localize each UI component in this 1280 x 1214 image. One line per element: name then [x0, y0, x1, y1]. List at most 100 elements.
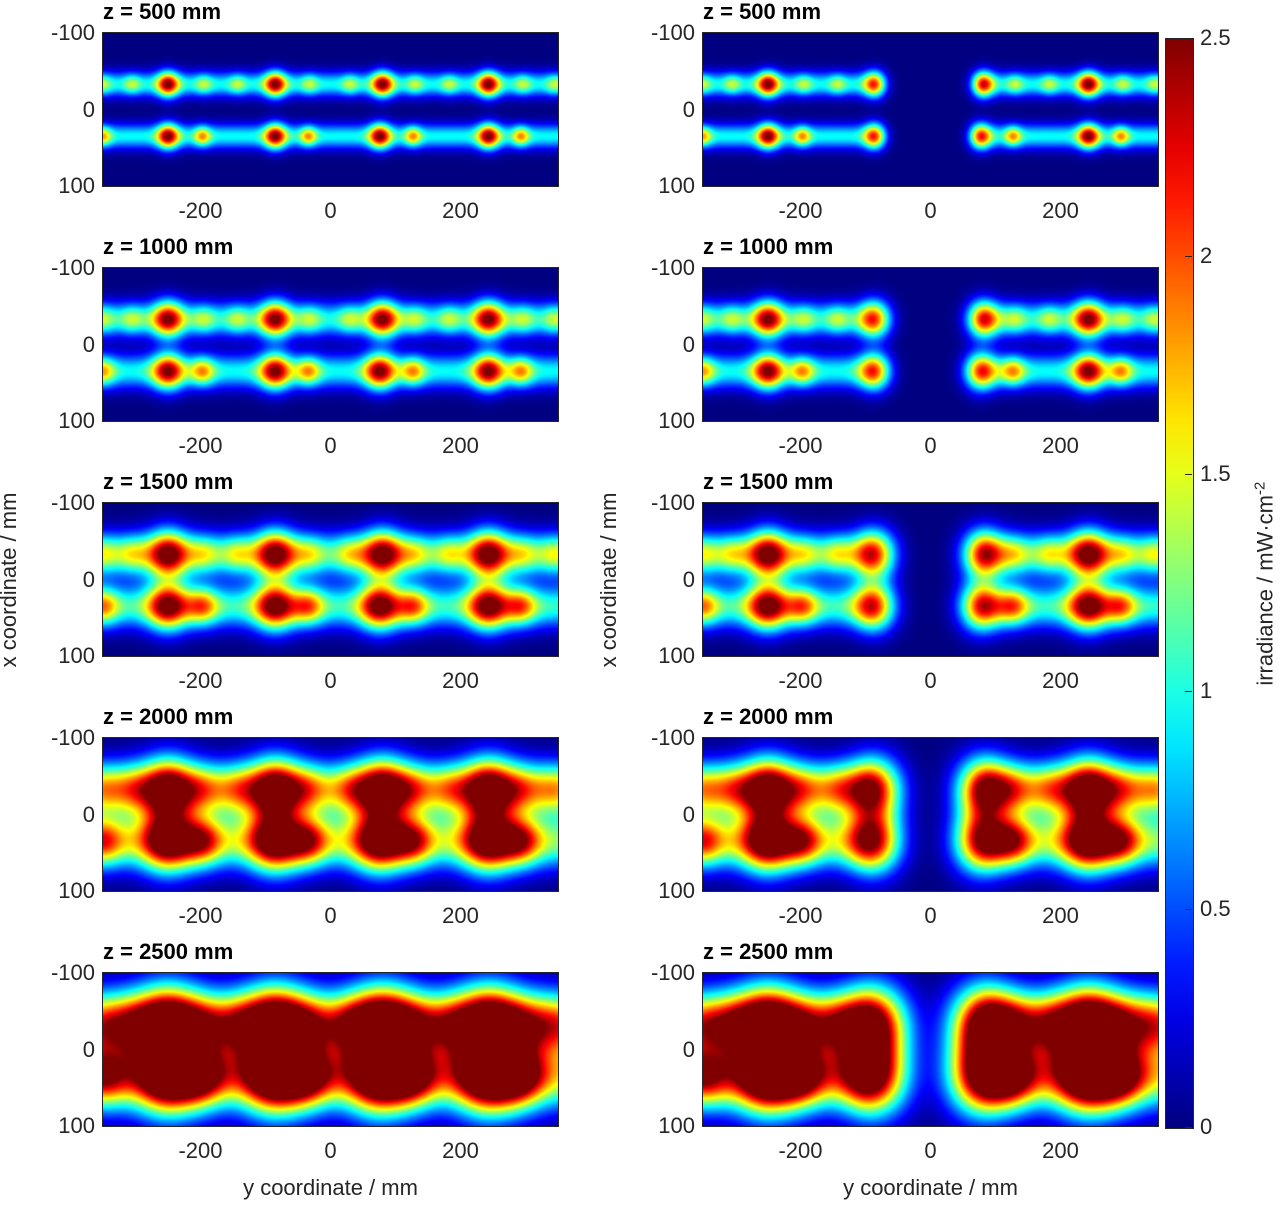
x-tick-label: 0 — [924, 903, 937, 928]
x-tick-label: 0 — [324, 198, 337, 223]
colorbar-tick-mark — [1185, 38, 1192, 39]
x-tick-label: 200 — [1042, 903, 1079, 928]
y-tick-label: -100 — [650, 20, 695, 45]
x-tick-label: 0 — [324, 668, 337, 693]
heatmap-image — [703, 503, 1158, 656]
x-tick-label: 0 — [924, 668, 937, 693]
colorbar-label-text: irradiance / mW·cm — [1252, 494, 1278, 686]
heatmap-image — [703, 268, 1158, 421]
y-tick-label: 0 — [82, 566, 95, 592]
x-tick-label: -200 — [778, 668, 823, 693]
panel-title: z = 2500 mm — [103, 939, 234, 964]
y-tick-label: 100 — [658, 408, 695, 433]
heatmap-panel-2500-gap — [702, 972, 1159, 1127]
x-tick-label: 200 — [442, 433, 479, 458]
y-tick-label: 100 — [58, 173, 95, 198]
heatmap-image — [103, 738, 558, 891]
x-tick-label: 200 — [442, 903, 479, 928]
x-tick-label: -200 — [778, 433, 823, 458]
colorbar-tick-label: 0.5 — [1200, 896, 1231, 922]
x-axis-label: y coordinate / mm — [243, 1175, 418, 1200]
panel-title: z = 1500 mm — [103, 469, 234, 494]
y-tick-label: 100 — [658, 173, 695, 198]
panel-title: z = 1000 mm — [703, 234, 834, 259]
panel-title: z = 2000 mm — [103, 704, 234, 729]
colorbar — [1165, 38, 1194, 1129]
x-tick-label: 200 — [442, 198, 479, 223]
y-tick-label: 0 — [682, 801, 695, 827]
heatmap-panel-1000-gap — [702, 267, 1159, 422]
y-tick-label: 100 — [58, 1113, 95, 1138]
x-tick-label: -200 — [178, 903, 223, 928]
y-tick-label: 0 — [82, 331, 95, 357]
panel-title: z = 1000 mm — [103, 234, 234, 259]
y-tick-label: -100 — [650, 725, 695, 750]
x-axis-label: y coordinate / mm — [843, 1175, 1018, 1200]
y-tick-label: 0 — [82, 96, 95, 122]
x-tick-label: 0 — [924, 198, 937, 223]
y-tick-label: 0 — [82, 1036, 95, 1062]
panel-title: z = 2500 mm — [703, 939, 834, 964]
y-tick-label: 100 — [58, 408, 95, 433]
x-tick-label: -200 — [178, 433, 223, 458]
colorbar-tick-label: 1.5 — [1200, 460, 1231, 486]
y-tick-label: 100 — [658, 878, 695, 903]
x-tick-label: 0 — [924, 1138, 937, 1163]
colorbar-label: irradiance / mW·cm-2 — [1251, 449, 1278, 719]
y-tick-label: -100 — [650, 490, 695, 515]
colorbar-tick-label: 0 — [1200, 1114, 1213, 1139]
colorbar-tick-label: 1 — [1200, 678, 1213, 704]
colorbar-tick-label: 2.5 — [1200, 25, 1231, 50]
heatmap-image — [103, 973, 558, 1126]
heatmap-image — [103, 268, 558, 421]
y-tick-label: 100 — [658, 1113, 695, 1138]
y-tick-label: -100 — [50, 960, 95, 985]
x-tick-label: -200 — [178, 198, 223, 223]
y-tick-label: 0 — [682, 96, 695, 122]
x-tick-label: 200 — [1042, 198, 1079, 223]
panel-title: z = 500 mm — [703, 0, 822, 24]
panel-title: z = 500 mm — [103, 0, 222, 24]
x-tick-label: -200 — [778, 198, 823, 223]
y-tick-label: 0 — [682, 1036, 695, 1062]
heatmap-panel-500-full — [102, 32, 559, 187]
y-tick-label: -100 — [650, 255, 695, 280]
x-tick-label: -200 — [778, 1138, 823, 1163]
x-tick-label: 200 — [442, 668, 479, 693]
y-tick-label: -100 — [650, 960, 695, 985]
y-tick-label: -100 — [50, 20, 95, 45]
heatmap-panel-2500-full — [102, 972, 559, 1127]
heatmap-panel-1000-full — [102, 267, 559, 422]
heatmap-image — [703, 738, 1158, 891]
heatmap-panel-2000-gap — [702, 737, 1159, 892]
x-tick-label: 0 — [924, 433, 937, 458]
colorbar-tick-mark — [1185, 473, 1192, 475]
y-tick-label: 0 — [82, 801, 95, 827]
colorbar-tick-mark — [1185, 255, 1192, 257]
y-axis-label: x coordinate / mm — [0, 492, 21, 668]
y-axis-label: x coordinate / mm — [596, 492, 621, 668]
y-tick-label: -100 — [50, 490, 95, 515]
y-tick-label: 100 — [658, 643, 695, 668]
x-tick-label: -200 — [178, 668, 223, 693]
y-tick-label: -100 — [50, 725, 95, 750]
heatmap-image — [103, 33, 558, 186]
x-tick-label: 200 — [1042, 433, 1079, 458]
x-tick-label: -200 — [178, 1138, 223, 1163]
heatmap-panel-2000-full — [102, 737, 559, 892]
colorbar-label-exponent: -2 — [1251, 481, 1269, 495]
x-tick-label: -200 — [778, 903, 823, 928]
y-tick-label: 100 — [58, 878, 95, 903]
panel-title: z = 2000 mm — [703, 704, 834, 729]
colorbar-tick-mark — [1185, 909, 1192, 911]
heatmap-panel-1500-full — [102, 502, 559, 657]
heatmap-image — [703, 33, 1158, 186]
colorbar-tick-mark — [1185, 691, 1192, 693]
colorbar-tick-mark — [1185, 1127, 1192, 1128]
x-tick-label: 0 — [324, 1138, 337, 1163]
y-tick-label: -100 — [50, 255, 95, 280]
heatmap-image — [703, 973, 1158, 1126]
x-tick-label: 200 — [1042, 1138, 1079, 1163]
heatmap-image — [103, 503, 558, 656]
